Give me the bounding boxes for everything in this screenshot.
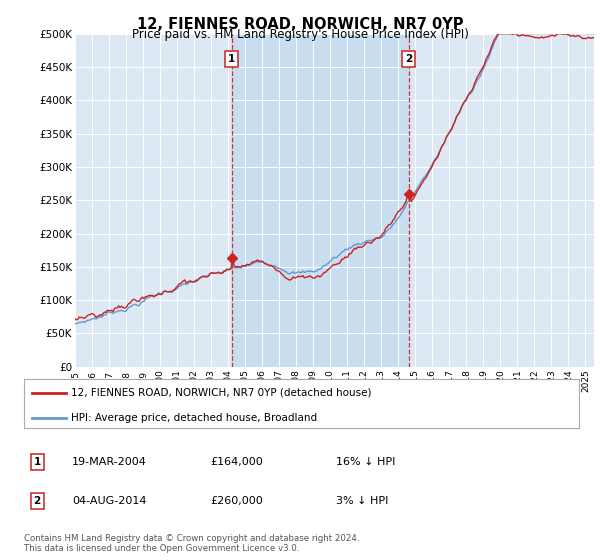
Text: 1: 1 [228, 54, 235, 64]
Text: 2: 2 [34, 496, 41, 506]
Text: Price paid vs. HM Land Registry's House Price Index (HPI): Price paid vs. HM Land Registry's House … [131, 28, 469, 41]
Text: 2: 2 [405, 54, 412, 64]
Text: 16% ↓ HPI: 16% ↓ HPI [336, 457, 395, 467]
Text: Contains HM Land Registry data © Crown copyright and database right 2024.
This d: Contains HM Land Registry data © Crown c… [24, 534, 359, 553]
Text: £164,000: £164,000 [210, 457, 263, 467]
Text: HPI: Average price, detached house, Broadland: HPI: Average price, detached house, Broa… [71, 413, 317, 423]
Text: £260,000: £260,000 [210, 496, 263, 506]
Text: 04-AUG-2014: 04-AUG-2014 [72, 496, 146, 506]
Text: 12, FIENNES ROAD, NORWICH, NR7 0YP (detached house): 12, FIENNES ROAD, NORWICH, NR7 0YP (deta… [71, 388, 371, 398]
Text: 12, FIENNES ROAD, NORWICH, NR7 0YP: 12, FIENNES ROAD, NORWICH, NR7 0YP [137, 17, 463, 32]
Text: 1: 1 [34, 457, 41, 467]
Text: 3% ↓ HPI: 3% ↓ HPI [336, 496, 388, 506]
Text: 19-MAR-2004: 19-MAR-2004 [72, 457, 147, 467]
Bar [232, 34, 409, 367]
